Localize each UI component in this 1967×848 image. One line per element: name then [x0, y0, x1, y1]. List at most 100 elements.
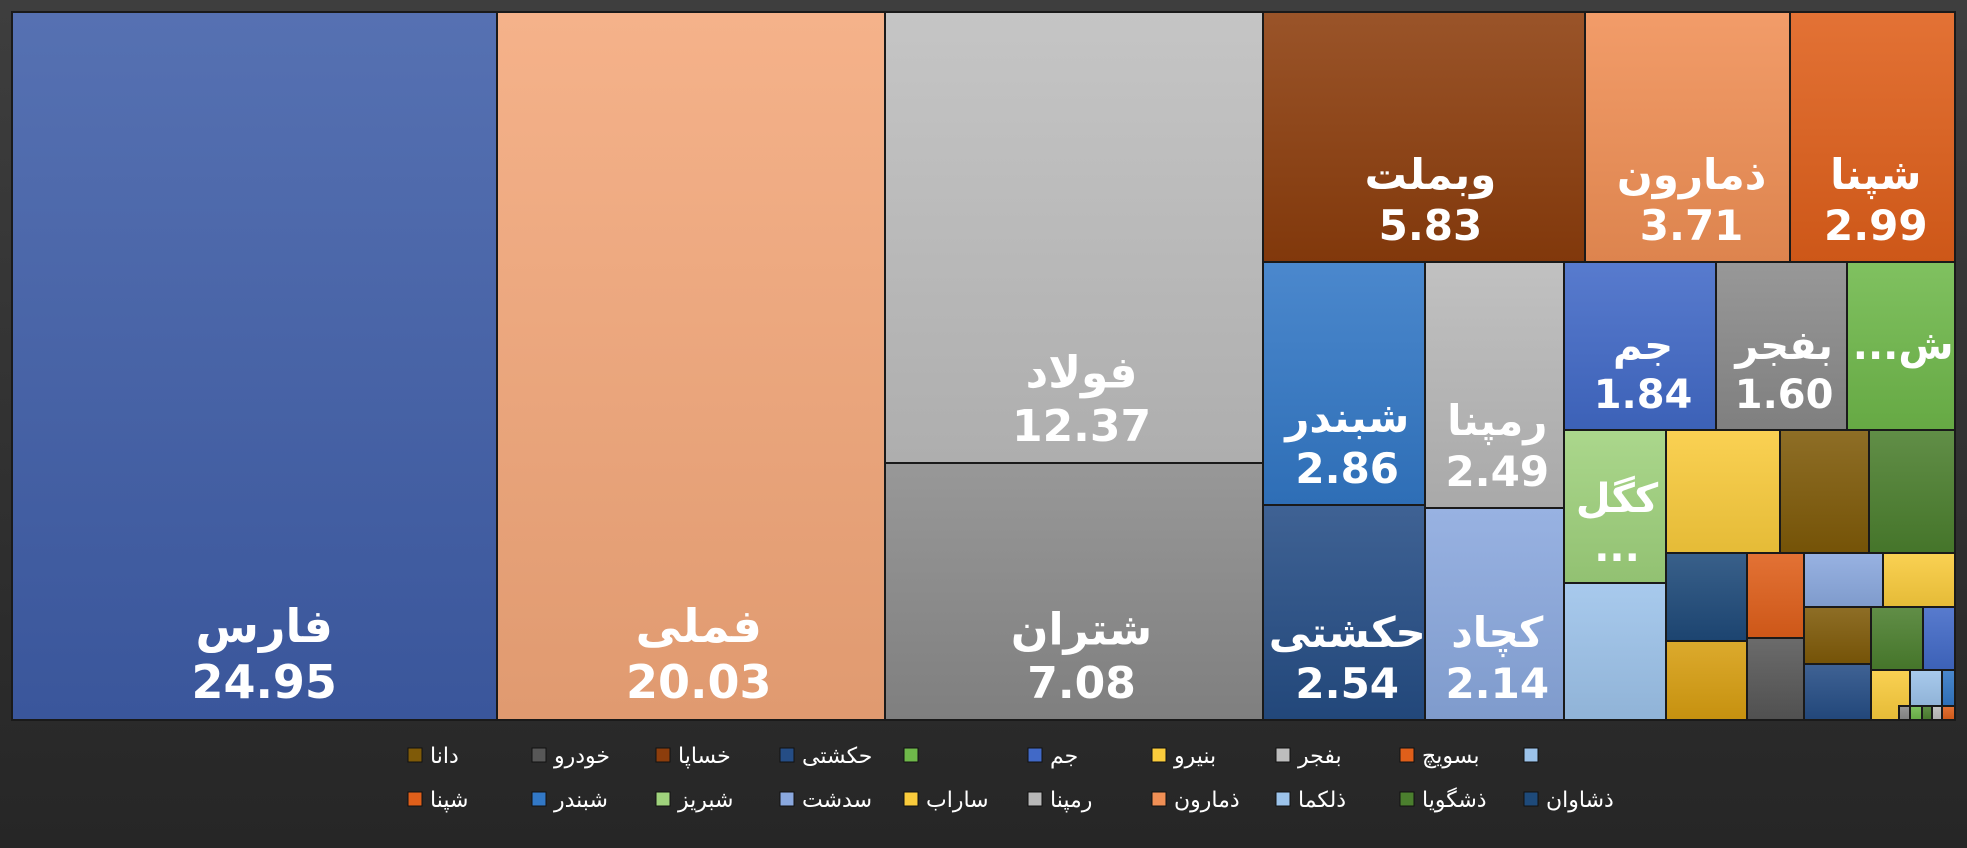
- tile-name-label: شتران: [1011, 604, 1152, 655]
- legend-label: ساراب: [926, 788, 989, 813]
- treemap-tile[interactable]: [496, 11, 886, 721]
- treemap-tile[interactable]: [1665, 640, 1748, 721]
- treemap-tile[interactable]: [1262, 504, 1426, 721]
- legend-swatch: [779, 747, 795, 763]
- legend-swatch: [1275, 791, 1291, 807]
- treemap-tile[interactable]: [884, 462, 1264, 721]
- treemap-tile[interactable]: [1921, 705, 1933, 721]
- treemap-tile[interactable]: [1909, 669, 1943, 707]
- legend-label: شپنا: [430, 788, 468, 813]
- legend-label: بفجر: [1297, 744, 1342, 769]
- tile-value-label: 3.71: [1640, 201, 1744, 250]
- legend-swatch: [903, 747, 919, 763]
- legend-swatch: [1523, 747, 1539, 763]
- legend-label: رمپنا: [1050, 788, 1092, 813]
- tile-name-label: فملی: [636, 599, 762, 653]
- legend-label: بسویچ: [1422, 744, 1479, 769]
- treemap-tile[interactable]: [1898, 705, 1911, 721]
- treemap-tile[interactable]: [1803, 606, 1872, 665]
- legend-swatch: [407, 747, 423, 763]
- legend-swatch: [1151, 791, 1167, 807]
- treemap-tile[interactable]: [1922, 606, 1956, 671]
- legend-label: بنیرو: [1173, 744, 1216, 769]
- legend-swatch: [655, 747, 671, 763]
- legend-swatch: [1399, 791, 1415, 807]
- treemap-tile[interactable]: [1941, 669, 1956, 707]
- treemap-tile[interactable]: [1584, 11, 1791, 263]
- tile-value-label: 12.37: [1012, 401, 1151, 452]
- legend-swatch: [531, 747, 547, 763]
- legend-label: سدشت: [802, 788, 872, 813]
- treemap-tile[interactable]: [11, 11, 498, 721]
- treemap-tile[interactable]: [1868, 429, 1956, 554]
- legend-label: ذمارون: [1174, 788, 1240, 813]
- tile-name-label: کچاد: [1451, 608, 1544, 658]
- tile-name-label: فولاد: [1026, 347, 1138, 398]
- legend-swatch: [903, 791, 919, 807]
- treemap-tile[interactable]: [1931, 705, 1943, 721]
- treemap-tile[interactable]: [1262, 261, 1426, 506]
- tile-value-label: ...: [1594, 525, 1640, 571]
- tile-name-label: ش...: [1853, 323, 1954, 369]
- legend-swatch: [655, 791, 671, 807]
- tile-value-label: 2.14: [1445, 659, 1549, 708]
- legend-swatch: [407, 791, 423, 807]
- legend-swatch: [1027, 747, 1043, 763]
- tile-value-label: 5.83: [1379, 201, 1483, 250]
- treemap-tile[interactable]: [1665, 552, 1748, 642]
- legend-swatch: [1399, 747, 1415, 763]
- tile-value-label: 7.08: [1027, 658, 1136, 709]
- tile-value-label: 2.54: [1295, 659, 1399, 708]
- legend-label: ذشگویا: [1422, 787, 1487, 813]
- treemap-tile[interactable]: [884, 11, 1264, 464]
- tile-value-label: 2.99: [1824, 201, 1928, 250]
- legend-label: شبندر: [553, 788, 608, 813]
- legend-label: خودرو: [553, 744, 610, 769]
- tile-name-label: شبندر: [1283, 393, 1409, 442]
- tile-name-label: رمپنا: [1447, 396, 1547, 446]
- tile-value-label: 20.03: [626, 655, 772, 709]
- legend-swatch: [531, 791, 547, 807]
- treemap-tile[interactable]: [1909, 705, 1923, 721]
- legend-swatch: [1027, 791, 1043, 807]
- tile-value-label: 2.49: [1445, 447, 1549, 496]
- treemap-tile[interactable]: [1779, 429, 1870, 554]
- legend-swatch: [779, 791, 795, 807]
- treemap-tile[interactable]: [1262, 11, 1586, 263]
- treemap-tile[interactable]: [1882, 552, 1956, 608]
- treemap-tile[interactable]: [1746, 552, 1805, 639]
- treemap-tile[interactable]: [1846, 261, 1956, 431]
- treemap-tile[interactable]: [1563, 582, 1667, 721]
- legend-swatch: [1151, 747, 1167, 763]
- treemap-tile[interactable]: [1563, 261, 1717, 431]
- tile-name-label: حکشتی: [1269, 608, 1426, 657]
- tile-name-label: کگل: [1576, 475, 1659, 522]
- legend-swatch: [1275, 747, 1291, 763]
- tile-name-label: ذمارون: [1617, 150, 1766, 200]
- legend-label: خساپا: [678, 744, 731, 769]
- tile-value-label: 2.86: [1295, 444, 1399, 493]
- treemap-tile[interactable]: [1715, 261, 1848, 431]
- tile-value-label: 1.60: [1735, 372, 1834, 418]
- treemap-tile[interactable]: [1665, 429, 1781, 554]
- legend-label: ذشاوان: [1546, 788, 1614, 813]
- treemap-tile[interactable]: [1870, 606, 1924, 671]
- legend-label: جم: [1050, 744, 1078, 769]
- tile-name-label: بفجر: [1733, 323, 1833, 369]
- tile-value-label: 1.84: [1594, 372, 1693, 418]
- tile-name-label: وبملت: [1365, 150, 1497, 200]
- treemap-tile[interactable]: [1746, 637, 1805, 721]
- tile-name-label: جم: [1613, 323, 1673, 369]
- tile-name-label: شپنا: [1830, 150, 1921, 200]
- treemap-tile[interactable]: [1941, 705, 1956, 721]
- legend-label: شبریز: [677, 788, 733, 813]
- legend-swatch: [1523, 791, 1539, 807]
- legend-label: ذلکما: [1298, 788, 1346, 813]
- treemap-tile[interactable]: [1803, 552, 1884, 608]
- legend-label: دانا: [430, 744, 459, 769]
- tile-name-label: فارس: [196, 599, 333, 653]
- tile-value-label: 24.95: [191, 655, 337, 709]
- treemap-tile[interactable]: [1803, 663, 1872, 721]
